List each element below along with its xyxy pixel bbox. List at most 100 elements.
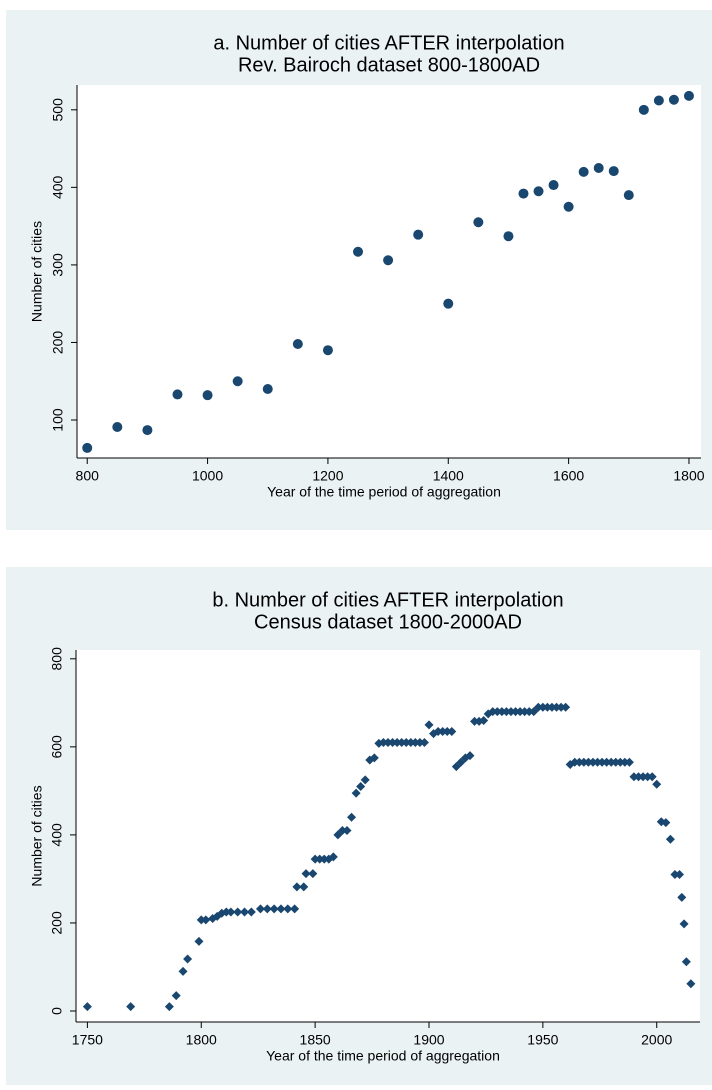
- data-point: [202, 390, 213, 401]
- data-point: [126, 1002, 136, 1012]
- data-point: [548, 180, 559, 191]
- data-point: [665, 834, 675, 844]
- data-point: [570, 757, 580, 767]
- y-tick-label: 100: [50, 408, 66, 432]
- data-point: [262, 383, 273, 394]
- y-tick-label: 400: [50, 175, 66, 199]
- chart-subtitle: Census dataset 1800-2000AD: [254, 611, 522, 633]
- data-point: [392, 737, 402, 747]
- data-point: [322, 345, 333, 356]
- chart-subtitle: Rev. Bairoch dataset 800-1800AD: [238, 54, 540, 76]
- data-point: [378, 737, 388, 747]
- data-point: [608, 166, 619, 177]
- data-point: [479, 715, 489, 725]
- data-point: [383, 737, 393, 747]
- y-tick-label: 800: [49, 647, 65, 671]
- x-tick-label: 1750: [72, 1032, 103, 1048]
- data-point: [488, 707, 498, 717]
- data-point: [473, 217, 484, 228]
- data-point: [563, 201, 574, 212]
- data-point: [643, 772, 653, 782]
- data-point: [533, 702, 543, 712]
- data-point: [410, 737, 420, 747]
- data-point: [112, 421, 123, 432]
- data-point: [171, 991, 181, 1001]
- data-point: [624, 757, 634, 767]
- data-point: [524, 707, 534, 717]
- data-point: [301, 869, 311, 879]
- data-point: [388, 737, 398, 747]
- data-point: [356, 781, 366, 791]
- data-point: [342, 825, 352, 835]
- data-point: [308, 869, 318, 879]
- data-point: [424, 720, 434, 730]
- data-point: [183, 954, 193, 964]
- data-point: [82, 1002, 92, 1012]
- plot-area: [77, 85, 701, 458]
- data-point: [620, 757, 630, 767]
- x-tick-label: 1600: [553, 468, 584, 484]
- data-point: [668, 94, 679, 105]
- data-point: [578, 166, 589, 177]
- data-point: [397, 737, 407, 747]
- data-point: [661, 818, 671, 828]
- data-point: [401, 737, 411, 747]
- data-point: [518, 188, 529, 199]
- data-point: [497, 707, 507, 717]
- data-point: [194, 936, 204, 946]
- x-tick-label: 1400: [433, 468, 464, 484]
- data-point: [82, 442, 93, 453]
- data-point: [319, 854, 329, 864]
- data-point: [501, 707, 511, 717]
- x-tick-label: 1200: [312, 468, 343, 484]
- y-tick-label: 500: [50, 98, 66, 122]
- x-tick-label: 1800: [673, 468, 704, 484]
- data-point: [533, 186, 544, 197]
- data-point: [240, 907, 250, 917]
- data-point: [552, 702, 562, 712]
- data-point: [292, 339, 303, 350]
- data-point: [443, 298, 454, 309]
- data-point: [337, 825, 347, 835]
- data-point: [164, 1002, 174, 1012]
- data-point: [232, 376, 243, 387]
- data-point: [262, 904, 272, 914]
- data-point: [511, 707, 521, 717]
- data-point: [547, 702, 557, 712]
- data-point: [196, 915, 206, 925]
- data-point: [292, 882, 302, 892]
- data-point: [470, 716, 480, 726]
- data-point: [677, 892, 687, 902]
- data-point: [593, 162, 604, 173]
- data-point: [221, 907, 231, 917]
- data-point: [686, 979, 696, 989]
- y-tick-label: 200: [50, 331, 66, 355]
- data-point: [226, 907, 236, 917]
- data-point: [369, 753, 379, 763]
- data-point: [683, 90, 694, 101]
- y-tick-label: 200: [49, 911, 65, 935]
- x-tick-label: 1800: [186, 1032, 217, 1048]
- data-point: [652, 779, 662, 789]
- data-point: [233, 907, 243, 917]
- data-point: [638, 772, 648, 782]
- data-point: [353, 246, 364, 257]
- data-point: [447, 726, 457, 736]
- data-point: [670, 870, 680, 880]
- data-point: [675, 870, 685, 880]
- data-point: [583, 757, 593, 767]
- data-point: [653, 95, 664, 106]
- y-tick-label: 300: [50, 253, 66, 277]
- data-point: [172, 389, 183, 400]
- data-point: [276, 904, 286, 914]
- data-point: [269, 904, 279, 914]
- data-point: [503, 231, 514, 242]
- data-point: [520, 707, 530, 717]
- data-point: [561, 702, 571, 712]
- data-point: [556, 702, 566, 712]
- x-tick-label: 1950: [527, 1032, 558, 1048]
- data-point: [442, 726, 452, 736]
- data-point: [597, 757, 607, 767]
- data-point: [433, 726, 443, 736]
- data-point: [383, 255, 394, 266]
